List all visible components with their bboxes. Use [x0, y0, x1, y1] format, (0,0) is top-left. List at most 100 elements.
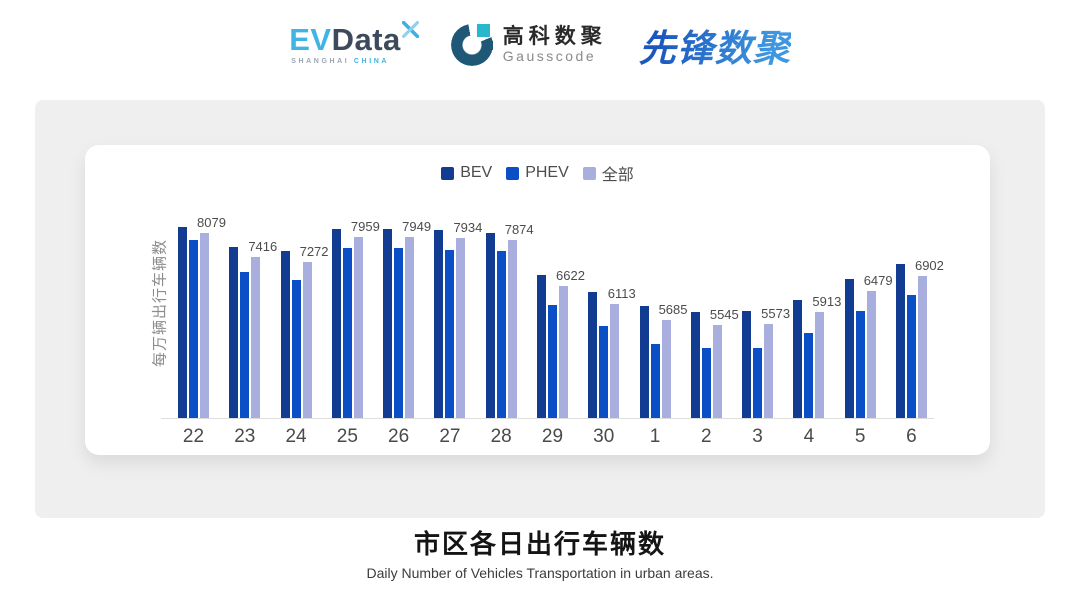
page-title: 市区各日出行车辆数: [413, 529, 666, 559]
bar-BEV-29[interactable]: [536, 274, 546, 418]
bar-BEV-24[interactable]: [280, 250, 290, 418]
legend-label: PHEV: [525, 164, 569, 181]
bar-PHEV-2[interactable]: [701, 347, 711, 418]
bar-group-6: 6902 6: [895, 188, 944, 447]
x-tick-label: 1: [649, 426, 661, 447]
bar-BEV-30[interactable]: [588, 292, 598, 418]
x-tick-label: 28: [490, 426, 512, 447]
bar-全部-5[interactable]: 6479: [864, 273, 893, 418]
bar-全部-24[interactable]: 7272: [300, 244, 329, 418]
x-tick-label: 25: [336, 426, 358, 447]
legend-label: 全部: [601, 167, 634, 184]
plot-groups: 8079 22 7416 23 7272 2 4 7959 25 7949 26 7934 27 7874…: [169, 188, 944, 447]
bar-PHEV-26[interactable]: [394, 248, 404, 418]
x-tick-label: 29: [541, 426, 564, 447]
bar-PHEV-6[interactable]: [906, 294, 916, 418]
bar-BEV-28[interactable]: [485, 232, 495, 418]
evdata-wordmark: EV Data: [289, 21, 419, 57]
bar-value-label: 6902: [914, 257, 944, 273]
bar-group-bars: 7416: [229, 188, 277, 418]
bar-value-label: 6479: [863, 273, 893, 288]
bar-BEV-3[interactable]: [742, 310, 752, 418]
evdata-tagline-shanghai: SHANGHAI: [291, 58, 350, 65]
bar-BEV-1[interactable]: [639, 305, 649, 418]
bar-group-bars: 8079: [178, 188, 226, 418]
bar-PHEV-22[interactable]: [189, 240, 198, 418]
x-tick-label: 6: [906, 426, 917, 447]
bar-PHEV-27[interactable]: [445, 250, 455, 418]
bar-group-2: 5545 2: [690, 188, 739, 447]
bar-value-label: 7949: [402, 219, 432, 235]
bar-value-label: 6622: [556, 267, 585, 283]
bar-BEV-4[interactable]: [793, 300, 803, 418]
bar-全部-30[interactable]: 6113: [608, 286, 636, 418]
bar-group-bars: 7934: [434, 188, 482, 418]
bar-value-label: 5545: [709, 307, 739, 323]
chart-panel: BEV PHEV 全部 每万辆出行车辆数 8079 22 7416 23 7272 2 4 795…: [35, 100, 1045, 518]
legend-item-PHEV[interactable]: PHEV: [506, 164, 569, 182]
evdata-tagline-china: CHINA: [353, 58, 390, 65]
bar-全部-28[interactable]: 7874: [505, 222, 534, 418]
bar-BEV-27[interactable]: [434, 229, 444, 418]
legend-item-BEV[interactable]: BEV: [441, 164, 492, 182]
x-tick-label: 2: [701, 426, 712, 447]
bar-group-bars: 6902: [895, 188, 944, 418]
bar-group-27: 7934 27: [434, 188, 482, 447]
bar-PHEV-23[interactable]: [240, 272, 250, 418]
gausscode-dark-square: [483, 41, 493, 50]
bar-PHEV-5[interactable]: [855, 311, 865, 418]
bar-全部-3[interactable]: 5573: [761, 306, 790, 418]
legend-item-全部[interactable]: 全部: [582, 161, 634, 185]
bar-全部-6[interactable]: 6902: [915, 258, 944, 418]
evdata-data-text: Data: [331, 22, 401, 57]
bar-BEV-23[interactable]: [229, 246, 239, 418]
bar-value-label: 5685: [658, 301, 688, 317]
x-tick-label: 4: [803, 426, 815, 447]
bar-group-bars: 5913: [793, 188, 841, 418]
bar-group-bars: 7272: [280, 188, 329, 418]
bar-BEV-5[interactable]: [844, 279, 854, 418]
bar-value-label: 8079: [197, 214, 226, 230]
bar-PHEV-29[interactable]: [547, 304, 557, 418]
bar-全部-22[interactable]: 8079: [197, 215, 226, 418]
gausscode-en-name: Gausscode: [502, 48, 597, 64]
bar-group-23: 7416 23: [229, 188, 277, 447]
bar-value-label: 7934: [453, 219, 483, 235]
gausscode-text: 高科数聚 Gausscode: [502, 26, 607, 65]
bar-全部-25[interactable]: 7959: [351, 219, 380, 418]
evdata-ev-text: EV: [289, 22, 332, 57]
x-tick-label: 5: [854, 426, 866, 447]
bar-PHEV-4[interactable]: [804, 332, 814, 418]
bar-PHEV-1[interactable]: [650, 343, 660, 418]
gausscode-teal-square: [476, 24, 490, 37]
bar-全部-26[interactable]: 7949: [402, 219, 431, 418]
x-tick-label: 30: [593, 426, 615, 447]
bar-group-bars: 5685: [639, 188, 687, 418]
bar-全部-23[interactable]: 7416: [248, 239, 277, 418]
legend-swatch-icon: [441, 166, 455, 180]
x-tick-label: 22: [182, 426, 205, 447]
bar-group-3: 5573 3: [742, 188, 790, 447]
bar-group-1: 5685 1: [639, 188, 687, 447]
bar-BEV-6[interactable]: [895, 263, 905, 418]
bar-全部-27[interactable]: 7934: [453, 220, 482, 418]
bar-value-label: 7874: [504, 222, 534, 238]
bar-全部-1[interactable]: 5685: [659, 302, 687, 418]
bar-PHEV-24[interactable]: [291, 280, 301, 418]
bar-全部-29[interactable]: 6622: [556, 268, 585, 418]
gausscode-logo: 高科数聚 Gausscode: [450, 24, 607, 66]
bar-BEV-26[interactable]: [383, 229, 393, 418]
bar-group-26: 7949 26: [383, 188, 431, 447]
bar-PHEV-28[interactable]: [496, 251, 506, 418]
chart-card: BEV PHEV 全部 每万辆出行车辆数 8079 22 7416 23 7272 2 4 795…: [85, 145, 990, 455]
bar-全部-4[interactable]: 5913: [812, 294, 841, 418]
y-axis-label: 每万辆出行车辆数: [151, 238, 169, 368]
bar-PHEV-25[interactable]: [342, 247, 352, 418]
bar-BEV-22[interactable]: [178, 227, 187, 418]
bar-BEV-2[interactable]: [690, 311, 700, 418]
bar-BEV-25[interactable]: [331, 228, 341, 418]
bar-全部-2[interactable]: 5545: [710, 307, 739, 418]
bar-PHEV-3[interactable]: [753, 347, 763, 418]
bar-group-5: 6479 5: [844, 188, 893, 447]
bar-PHEV-30[interactable]: [599, 326, 609, 418]
